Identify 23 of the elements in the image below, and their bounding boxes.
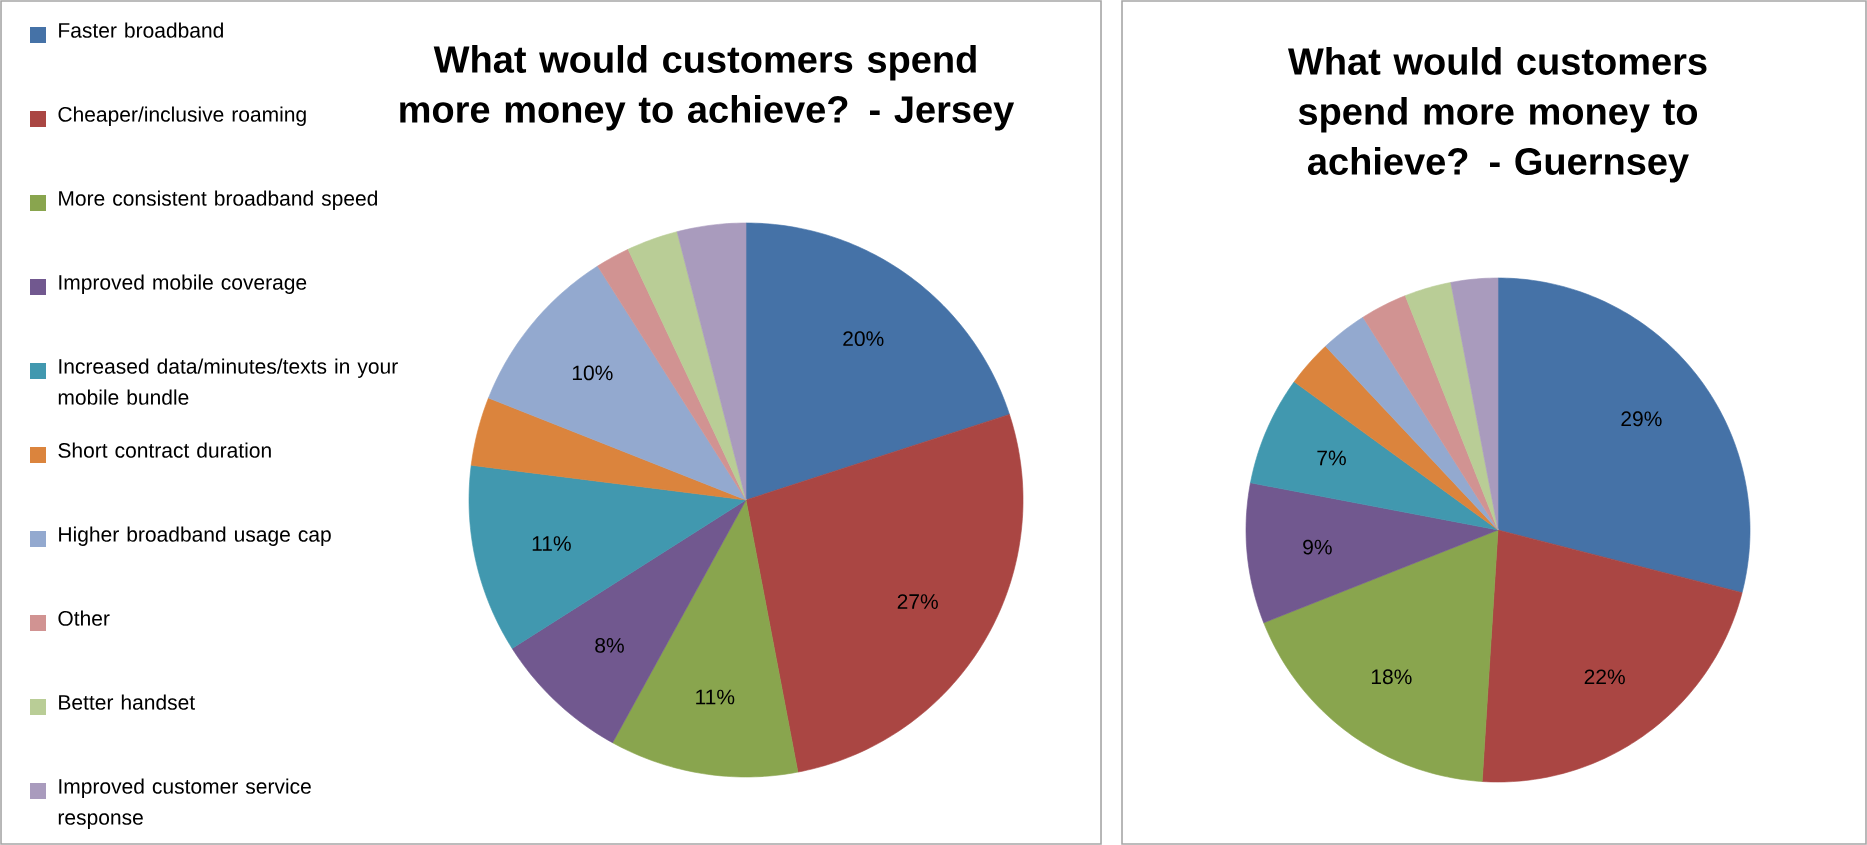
legend-label: Better handset [59,694,195,710]
data-label: 11% [532,536,571,551]
legend-label: Increased data/minutes/texts in your mobile bundle [58,358,398,405]
legend-label: More consistent broadband speed [59,190,378,210]
legend-label: Improved mobile coverage [59,274,307,294]
data-label: 7% [1317,450,1346,466]
text: What would customers spend more money to achieve? - Jersey [400,45,1015,131]
chart-title: What would customers spend more money to achieve? - Guernsey [1287,47,1707,183]
legend-label: Cheaper/inclusive roaming [58,106,306,126]
data-label: 27% [897,594,938,609]
legend-label: Faster broadband [59,22,223,38]
data-label: 8% [595,637,624,653]
data-label: 10% [572,365,613,381]
data-label: 18% [1371,669,1412,685]
data-label: 20% [843,331,884,347]
data-label: 29% [1621,411,1662,427]
data-label: 11% [696,689,735,705]
data-label: 9% [1303,539,1332,555]
legend-label: Short contract duration [58,442,271,458]
legend-label: Improved customer service response [58,778,311,829]
legend-label: Higher broadband usage cap [59,526,331,546]
legend-label: Other [58,610,110,626]
data-label: 22% [1584,669,1625,685]
